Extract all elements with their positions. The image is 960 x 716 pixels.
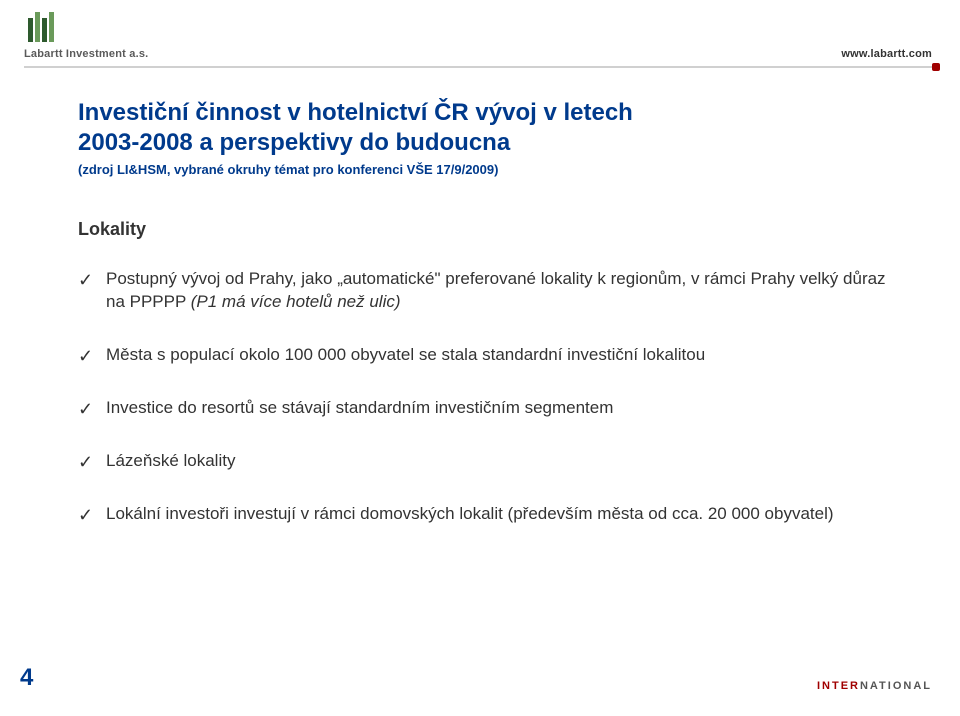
bullet-list: Postupný vývoj od Prahy, jako „automatic… bbox=[78, 268, 900, 526]
logo-icon bbox=[24, 8, 62, 46]
section-heading: Lokality bbox=[78, 219, 900, 240]
footer-mark: INTERNATIONAL bbox=[817, 680, 932, 692]
header-rule-dot bbox=[932, 63, 940, 71]
company-name: Labartt Investment a.s. bbox=[24, 48, 148, 60]
slide-title: Investiční činnost v hotelnictví ČR vývo… bbox=[78, 98, 900, 158]
bullet-text: Města s populací okolo 100 000 obyvatel … bbox=[106, 345, 705, 364]
list-item: Lokální investoři investují v rámci domo… bbox=[78, 503, 900, 526]
bullet-text: Lázeňské lokality bbox=[106, 451, 235, 470]
title-line-1: Investiční činnost v hotelnictví ČR vývo… bbox=[78, 99, 633, 126]
list-item: Investice do resortů se stávají standard… bbox=[78, 397, 900, 420]
list-item: Postupný vývoj od Prahy, jako „automatic… bbox=[78, 268, 900, 314]
slide-subtitle: (zdroj LI&HSM, vybrané okruhy témat pro … bbox=[78, 162, 900, 177]
title-line-2: 2003-2008 a perspektivy do budoucna bbox=[78, 129, 510, 156]
company-logo-block: Labartt Investment a.s. bbox=[24, 8, 148, 60]
footer-suffix: NATIONAL bbox=[860, 680, 932, 692]
page-number: 4 bbox=[20, 664, 33, 692]
footer-prefix: INTER bbox=[817, 680, 860, 692]
slide-header: Labartt Investment a.s. www.labartt.com bbox=[0, 0, 960, 74]
bullet-text: Lokální investoři investují v rámci domo… bbox=[106, 504, 834, 523]
slide-content: Investiční činnost v hotelnictví ČR vývo… bbox=[78, 98, 900, 556]
list-item: Lázeňské lokality bbox=[78, 450, 900, 473]
list-item: Města s populací okolo 100 000 obyvatel … bbox=[78, 344, 900, 367]
bullet-italic: (P1 má více hotelů než ulic) bbox=[191, 292, 401, 311]
site-url: www.labartt.com bbox=[841, 48, 932, 60]
bullet-text: Investice do resortů se stávají standard… bbox=[106, 398, 613, 417]
header-rule bbox=[24, 66, 936, 68]
